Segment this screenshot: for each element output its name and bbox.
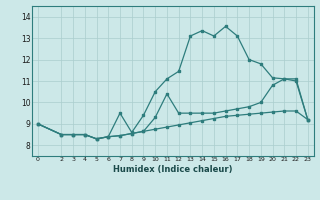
X-axis label: Humidex (Indice chaleur): Humidex (Indice chaleur): [113, 165, 233, 174]
